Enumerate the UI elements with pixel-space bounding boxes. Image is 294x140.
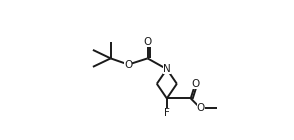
Text: N: N [163, 64, 171, 74]
Text: O: O [143, 37, 152, 47]
Text: O: O [197, 103, 205, 113]
Text: O: O [191, 79, 199, 89]
Text: F: F [164, 108, 170, 118]
Text: O: O [124, 60, 133, 70]
